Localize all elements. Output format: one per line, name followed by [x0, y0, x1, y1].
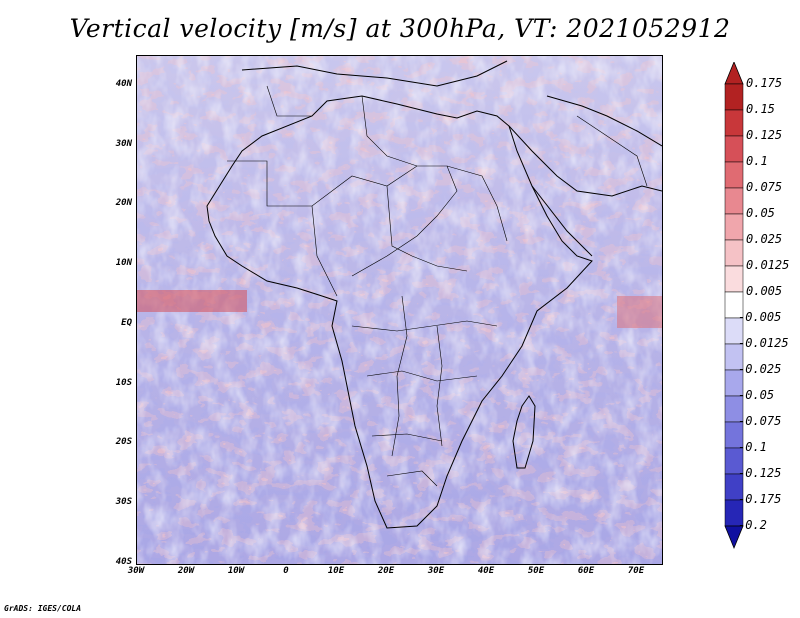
lat-tick-label: 10S — [115, 377, 132, 388]
border — [266, 85, 312, 117]
colorbar-label: -0.05 — [738, 388, 775, 402]
colorbar-label: -0.075 — [738, 414, 782, 428]
lon-tick-label: 30W — [127, 566, 145, 576]
colorbar-min-arrow — [724, 525, 744, 550]
colorbar-swatch — [724, 161, 744, 189]
colorbar-label: -0.0125 — [738, 336, 789, 350]
border — [446, 165, 508, 242]
colorbar-label: -0.125 — [738, 466, 782, 480]
lon-tick-label: 20E — [377, 566, 395, 576]
lon-tick-label: 70E — [627, 566, 645, 576]
border — [351, 320, 498, 332]
colorbar-swatch — [724, 187, 744, 215]
lat-tick-label: 10N — [115, 258, 132, 269]
lon-tick-label: 60E — [577, 566, 595, 576]
map-plot — [137, 56, 662, 564]
colorbar-label: 0.175 — [746, 76, 783, 90]
colorbar-label: -0.175 — [738, 492, 782, 506]
equatorial-updraft-west — [137, 290, 247, 312]
colorbar-swatch — [724, 83, 744, 111]
lon-tick-label: 0 — [283, 566, 289, 576]
lon-tick-label: 10E — [327, 566, 345, 576]
colorbar-label: 0.0125 — [746, 258, 790, 272]
colorbar-label: 0.005 — [746, 284, 783, 298]
madagascar-coastline — [512, 395, 536, 469]
country-borders — [227, 85, 648, 487]
colorbar-label: 0.05 — [746, 206, 775, 220]
lat-tick-label: 30N — [115, 138, 132, 149]
border — [371, 433, 443, 442]
lat-tick-label: 40N — [115, 78, 132, 89]
border — [576, 115, 648, 187]
lon-tick-label: 20W — [177, 566, 195, 576]
colorbar-swatch — [724, 239, 744, 267]
software-credit: GrADS: IGES/COLA — [4, 604, 82, 613]
border — [386, 470, 438, 487]
border — [311, 205, 338, 297]
colorbar-label: 0.075 — [746, 180, 783, 194]
coastlines — [206, 60, 662, 529]
lon-tick-label: 10W — [227, 566, 245, 576]
africa-coastline — [206, 95, 593, 529]
lon-tick-label: 40E — [477, 566, 495, 576]
colorbar-label: 0.1 — [746, 154, 768, 168]
chart-title: Vertical velocity [m/s] at 300hPa, VT: 2… — [69, 14, 731, 43]
lat-tick-label: 40S — [115, 557, 132, 567]
arabia-coastline — [508, 125, 662, 197]
colorbar-swatch — [724, 265, 744, 293]
border — [361, 95, 418, 167]
border — [386, 185, 468, 272]
red-sea-east-coast — [531, 185, 593, 257]
lat-tick-label: 20S — [115, 437, 132, 448]
colorbar-label: -0.2 — [738, 518, 767, 532]
colorbar-label: 0.15 — [746, 102, 775, 116]
colorbar-max-arrow — [724, 62, 744, 85]
lat-tick-label: 20N — [115, 198, 132, 209]
equatorial-updraft-east — [617, 296, 662, 328]
lon-tick-label: 50E — [527, 566, 545, 576]
colorbar-swatch — [724, 135, 744, 163]
border — [436, 325, 443, 447]
middle-east-coast — [546, 95, 662, 147]
lon-tick-label: 30E — [427, 566, 445, 576]
colorbar-label: 0.125 — [746, 128, 783, 142]
colorbar-label: -0.005 — [738, 310, 782, 324]
lat-tick-label: EQ — [121, 317, 132, 328]
colorbar-label: -0.1 — [738, 440, 767, 454]
lat-tick-label: 30S — [115, 497, 132, 508]
colorbar-swatch — [724, 213, 744, 241]
colorbar-label: -0.025 — [738, 362, 782, 376]
border — [366, 370, 478, 382]
mediterranean-coast — [241, 60, 508, 87]
colorbar-label: 0.025 — [746, 232, 783, 246]
map-panel — [136, 55, 663, 565]
colorbar-swatch — [724, 109, 744, 137]
colorbar — [724, 62, 744, 550]
border — [391, 295, 408, 457]
